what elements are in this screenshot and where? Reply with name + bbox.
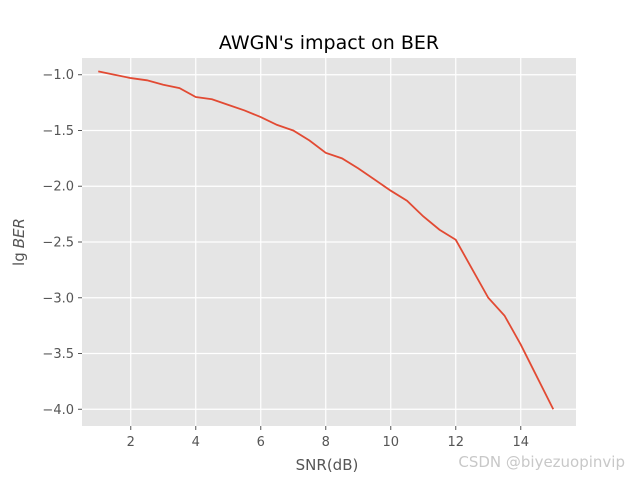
y-axis-label: lg BER bbox=[10, 218, 28, 266]
y-tick-label: −1.5 bbox=[42, 124, 74, 139]
y-tick-label: −1.0 bbox=[42, 68, 74, 83]
y-axis-label-prefix: lg bbox=[10, 252, 28, 266]
y-tick-label: −3.0 bbox=[42, 291, 74, 306]
x-tick-label: 10 bbox=[382, 435, 399, 450]
y-tick-labels: −1.0 −1.5 −2.0 −2.5 −3.0 −3.5 −4.0 bbox=[42, 68, 74, 418]
y-tick-label: −2.0 bbox=[42, 180, 74, 195]
y-axis-label-italic: BER bbox=[10, 218, 28, 248]
x-tick-label: 14 bbox=[512, 435, 529, 450]
x-tick-label: 12 bbox=[447, 435, 464, 450]
y-tick-label: −2.5 bbox=[42, 236, 74, 251]
series-line bbox=[98, 70, 555, 410]
chart-title: AWGN's impact on BER bbox=[219, 32, 439, 54]
y-tick-label: −3.5 bbox=[42, 347, 74, 362]
watermark-text: CSDN @biyezuopinvip bbox=[458, 453, 625, 471]
x-tick-label: 2 bbox=[127, 435, 135, 450]
y-tick-label: −4.0 bbox=[42, 403, 74, 418]
x-tick-labels: 2 4 6 8 10 12 14 bbox=[127, 435, 529, 450]
x-tick-label: 4 bbox=[192, 435, 200, 450]
x-tick-label: 8 bbox=[322, 435, 330, 450]
x-axis-label: SNR(dB) bbox=[296, 456, 359, 474]
x-tick-label: 6 bbox=[257, 435, 265, 450]
y-gridlines bbox=[78, 74, 576, 410]
